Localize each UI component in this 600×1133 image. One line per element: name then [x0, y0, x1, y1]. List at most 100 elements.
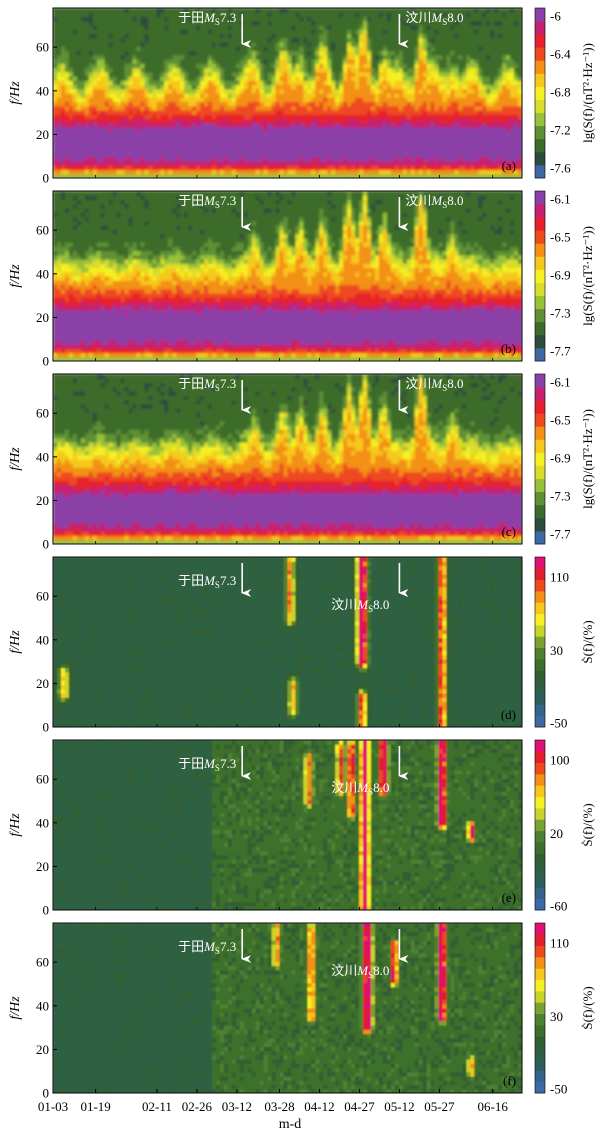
heatmap-cell	[200, 156, 205, 162]
heatmap-cell	[323, 135, 328, 141]
heatmap-cell	[112, 139, 118, 145]
heatmap-cell	[374, 59, 380, 64]
heatmap-cell	[239, 135, 245, 141]
heatmap-cell	[315, 97, 320, 103]
heatmap-cell	[303, 131, 308, 137]
heatmap-cell	[72, 50, 78, 56]
heatmap-cell	[458, 93, 463, 98]
heatmap-cell	[470, 20, 475, 26]
heatmap-cell	[255, 76, 261, 81]
heatmap-cell	[211, 173, 217, 178]
heatmap-cell	[355, 71, 360, 77]
heatmap-cell	[80, 37, 86, 43]
heatmap-cell	[92, 33, 98, 39]
heatmap-cell	[498, 12, 503, 18]
heatmap-cell	[104, 148, 110, 154]
heatmap-cell	[518, 76, 522, 81]
heatmap-cell	[72, 152, 78, 158]
heatmap-cell	[180, 101, 185, 107]
heatmap-cell	[307, 165, 312, 171]
heatmap-cell	[235, 29, 241, 35]
heatmap-cell	[64, 310, 70, 315]
heatmap-cell	[64, 63, 70, 69]
heatmap-cell	[64, 161, 70, 166]
heatmap-cell	[72, 118, 78, 124]
heatmap-cell	[88, 114, 94, 120]
heatmap-cell	[462, 20, 467, 26]
heatmap-cell	[450, 169, 456, 175]
heatmap-cell	[108, 101, 114, 107]
heatmap-cell	[422, 84, 428, 90]
heatmap-cell	[160, 20, 165, 26]
heatmap-cell	[120, 173, 126, 178]
heatmap-cell	[359, 156, 364, 162]
heatmap-cell	[196, 54, 201, 60]
heatmap-cell	[180, 110, 185, 115]
heatmap-cell	[295, 148, 301, 154]
heatmap-cell	[402, 76, 408, 81]
heatmap-cell	[386, 84, 392, 90]
heatmap-cell	[76, 118, 82, 124]
heatmap-cell	[510, 76, 515, 81]
heatmap-cell	[283, 156, 289, 162]
heatmap-cell	[406, 135, 412, 141]
heatmap-cell	[144, 169, 149, 175]
heatmap-cell	[466, 37, 471, 43]
heatmap-cell	[398, 76, 404, 81]
heatmap-cell	[188, 97, 193, 103]
heatmap-cell	[56, 46, 62, 52]
heatmap-cell	[398, 118, 404, 124]
heatmap-cell	[64, 59, 70, 64]
heatmap-cell	[188, 169, 193, 175]
heatmap-cell	[315, 37, 320, 43]
heatmap-cell	[172, 59, 177, 64]
heatmap-cell	[351, 122, 356, 128]
heatmap-cell	[446, 20, 452, 26]
heatmap-cell	[116, 33, 122, 39]
heatmap-cell	[287, 63, 293, 69]
heatmap-cell	[355, 135, 360, 141]
heatmap-cell	[450, 135, 456, 141]
heatmap-cell	[164, 76, 169, 81]
heatmap-cell	[486, 101, 491, 107]
heatmap-cell	[486, 37, 491, 43]
heatmap-cell	[482, 84, 487, 90]
heatmap-cell	[263, 144, 269, 149]
heatmap-cell	[172, 152, 177, 158]
heatmap-cell	[402, 63, 408, 69]
heatmap-cell	[53, 267, 58, 273]
heatmap-cell	[351, 152, 356, 158]
heatmap-cell	[406, 46, 412, 52]
heatmap-cell	[327, 165, 332, 171]
heatmap-cell	[144, 16, 149, 22]
heatmap-cell	[386, 20, 392, 26]
heatmap-cell	[430, 105, 436, 111]
heatmap-cell	[454, 80, 459, 86]
heatmap-cell	[382, 46, 388, 52]
heatmap-cell	[64, 208, 70, 213]
heatmap-cell	[204, 12, 209, 18]
heatmap-cell	[518, 29, 522, 35]
heatmap-cell	[287, 127, 293, 132]
heatmap-cell	[390, 97, 396, 103]
heatmap-cell	[84, 54, 90, 60]
heatmap-cell	[327, 59, 332, 64]
heatmap-cell	[378, 93, 384, 98]
heatmap-cell	[386, 156, 392, 162]
heatmap-cell	[176, 63, 181, 69]
heatmap-cell	[247, 118, 253, 124]
heatmap-cell	[474, 67, 479, 73]
heatmap-cell	[208, 80, 213, 86]
heatmap-cell	[124, 88, 130, 94]
heatmap-cell	[271, 84, 277, 90]
heatmap-cell	[164, 8, 169, 13]
heatmap-cell	[136, 135, 142, 141]
heatmap-cell	[498, 122, 503, 128]
heatmap-cell	[370, 33, 376, 39]
heatmap-cell	[291, 42, 297, 47]
heatmap-cell	[410, 80, 416, 86]
heatmap-cell	[458, 50, 463, 56]
heatmap-cell	[176, 135, 181, 141]
heatmap-cell	[339, 50, 344, 56]
heatmap-cell	[56, 293, 62, 298]
